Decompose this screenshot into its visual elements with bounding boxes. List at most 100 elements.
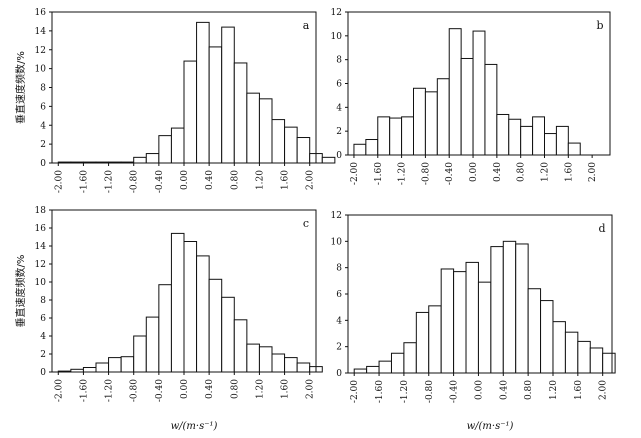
y-tick-label: 4 — [40, 332, 46, 342]
bar — [603, 353, 615, 373]
bar — [159, 285, 172, 372]
chart-panel-a: 0 2 4 6 8 10 12 14 16 -2.00 -1.60 -1.20 -0.80 -0.40 0.… — [14, 8, 335, 193]
x-tick-label: 0.00 — [180, 170, 190, 190]
x-tick-label: 2.00 — [306, 170, 316, 190]
x-tick-label: -0.80 — [421, 162, 431, 185]
y-tick-label: 0 — [336, 151, 342, 161]
y-axis-label: 垂直速度频数/% — [14, 255, 27, 328]
bar — [379, 361, 391, 373]
bar — [234, 63, 247, 163]
y-tick-label: 14 — [35, 27, 47, 37]
y-tick-label: 2 — [40, 350, 46, 360]
y-tick-label: 8 — [336, 264, 342, 274]
bar — [441, 269, 453, 373]
y-tick-label: 12 — [35, 260, 46, 270]
bar — [184, 242, 197, 373]
bar — [497, 114, 509, 155]
bar — [545, 134, 557, 155]
bar — [485, 64, 497, 155]
bar — [466, 262, 478, 373]
bar — [159, 136, 172, 163]
bar — [565, 332, 577, 373]
x-tick-label: -1.60 — [79, 379, 89, 402]
x-tick-label: 2.00 — [599, 380, 609, 400]
bar — [197, 256, 210, 372]
bar — [590, 348, 602, 373]
y-tick-label: 12 — [331, 8, 342, 18]
bar — [247, 344, 260, 372]
x-tick-label: 0.40 — [205, 170, 215, 190]
bar — [259, 347, 272, 372]
bar — [491, 247, 503, 373]
x-tick-label: -1.60 — [375, 380, 385, 403]
bar — [366, 140, 378, 155]
bar — [541, 301, 553, 373]
y-tick-label: 14 — [35, 242, 47, 252]
bar — [297, 363, 310, 372]
y-tick-label: 16 — [35, 8, 47, 18]
bar — [449, 29, 461, 155]
bar — [378, 117, 390, 155]
bar — [247, 93, 260, 163]
bar — [414, 88, 426, 155]
y-tick-label: 12 — [35, 46, 46, 56]
panel-label: a — [303, 19, 310, 32]
x-tick-label: 0.40 — [205, 379, 215, 399]
y-tick-label: 0 — [40, 159, 46, 169]
bar — [297, 138, 310, 163]
x-tick-label: -0.80 — [425, 380, 435, 403]
bar — [272, 120, 285, 163]
x-tick-label: 1.20 — [255, 379, 265, 399]
bar — [461, 58, 473, 155]
y-tick-label: 6 — [40, 102, 46, 112]
bar — [473, 31, 485, 155]
bar — [146, 317, 159, 372]
bar — [222, 297, 235, 372]
y-tick-label: 12 — [331, 211, 342, 221]
bar — [556, 126, 568, 155]
bar — [568, 143, 580, 155]
bar — [222, 27, 235, 163]
bar — [503, 241, 515, 373]
bar — [83, 368, 96, 373]
bar — [134, 157, 147, 163]
y-tick-label: 6 — [336, 80, 342, 90]
x-tick-label: 0.80 — [230, 379, 240, 399]
y-tick-label: 2 — [40, 140, 46, 150]
x-tick-label: 0.00 — [180, 379, 190, 399]
x-tick-label: 1.60 — [564, 162, 574, 182]
x-tick-label: 1.20 — [549, 380, 559, 400]
bar — [96, 363, 109, 372]
x-tick-label: -0.40 — [155, 170, 165, 193]
bar — [404, 343, 416, 373]
x-tick-label: -0.40 — [445, 162, 455, 185]
bar — [578, 341, 590, 373]
y-tick-label: 8 — [40, 84, 46, 94]
panel-label: c — [303, 217, 309, 230]
bar — [171, 128, 184, 163]
x-axis-label: w/(m·s⁻¹) — [171, 421, 218, 432]
y-tick-label: 4 — [336, 103, 342, 113]
x-tick-label: 1.60 — [281, 170, 291, 190]
y-tick-label: 2 — [336, 343, 342, 353]
x-tick-label: -0.80 — [130, 170, 140, 193]
x-tick-label: 2.00 — [588, 162, 598, 182]
y-tick-label: 10 — [331, 32, 343, 42]
y-tick-label: 8 — [40, 296, 46, 306]
x-tick-label: 1.20 — [541, 162, 551, 182]
x-tick-label: 0.00 — [469, 162, 479, 182]
y-tick-label: 6 — [336, 290, 342, 300]
x-tick-label: 1.60 — [574, 380, 584, 400]
x-tick-label: 0.80 — [524, 380, 534, 400]
x-tick-label: 1.20 — [255, 170, 265, 190]
bar — [184, 61, 197, 163]
bar — [528, 289, 540, 373]
bar — [354, 144, 366, 155]
x-tick-label: 1.60 — [281, 379, 291, 399]
x-tick-label: 0.00 — [474, 380, 484, 400]
bar — [109, 358, 122, 372]
x-tick-label: -1.20 — [105, 170, 115, 193]
y-tick-label: 6 — [40, 314, 46, 324]
bar — [322, 157, 335, 163]
